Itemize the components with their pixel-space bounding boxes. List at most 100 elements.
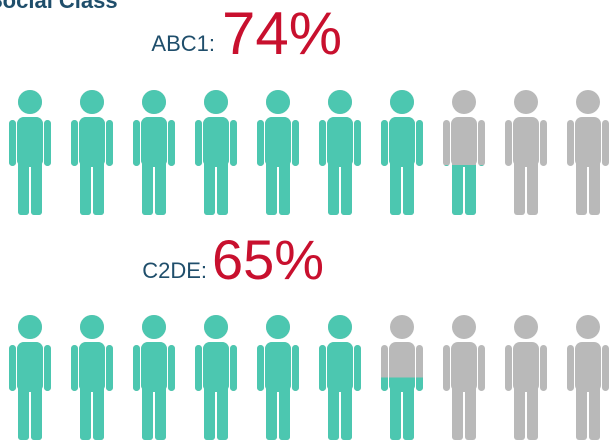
icon-head	[142, 90, 166, 114]
icon-leg	[93, 385, 104, 440]
icon-leg	[465, 385, 476, 440]
icon-torso	[513, 117, 539, 167]
icon-arm	[9, 120, 16, 166]
icon-leg	[31, 160, 42, 215]
icon-torso	[79, 342, 105, 392]
icon-leg	[514, 385, 525, 440]
icon-torso	[327, 117, 353, 167]
icon-leg	[279, 160, 290, 215]
icon-arm	[292, 120, 299, 166]
icon-torso	[17, 342, 43, 392]
icon-leg	[80, 160, 91, 215]
icon-leg	[527, 160, 538, 215]
icon-torso	[327, 342, 353, 392]
icon-arm	[443, 120, 450, 166]
icon-arm	[354, 120, 361, 166]
icon-arm	[195, 345, 202, 391]
icon-head	[142, 315, 166, 339]
icon-leg	[155, 385, 166, 440]
icon-arm	[505, 120, 512, 166]
icon-head	[18, 90, 42, 114]
icon-torso	[203, 342, 229, 392]
icon-torso	[17, 117, 43, 167]
icon-arm	[168, 345, 175, 391]
icon-torso	[513, 342, 539, 392]
icon-leg	[328, 160, 339, 215]
icon-torso	[451, 117, 477, 167]
icon-leg	[452, 385, 463, 440]
chart-title: Social Class	[0, 0, 118, 13]
icon-arm	[71, 120, 78, 166]
icon-leg	[390, 160, 401, 215]
icon-leg	[514, 160, 525, 215]
icon-arm	[9, 345, 16, 391]
icon-head	[266, 315, 290, 339]
icon-leg	[403, 160, 414, 215]
icon-arm	[567, 345, 574, 391]
icon-arm	[540, 345, 547, 391]
icon-torso	[203, 117, 229, 167]
icon-leg	[204, 160, 215, 215]
icon-leg	[403, 385, 414, 440]
icon-leg	[155, 160, 166, 215]
icon-leg	[576, 385, 587, 440]
icon-leg	[217, 385, 228, 440]
icon-arm	[292, 345, 299, 391]
icon-torso	[141, 342, 167, 392]
icon-leg	[266, 385, 277, 440]
icon-arm	[505, 345, 512, 391]
icon-head	[266, 90, 290, 114]
icon-head	[204, 315, 228, 339]
icon-arm	[168, 120, 175, 166]
icon-leg	[390, 385, 401, 440]
icon-head	[80, 90, 104, 114]
icon-leg	[576, 160, 587, 215]
icon-torso	[575, 342, 601, 392]
icon-leg	[341, 385, 352, 440]
icon-arm	[44, 120, 51, 166]
icon-leg	[452, 160, 463, 215]
icon-torso	[265, 117, 291, 167]
icon-arm	[381, 120, 388, 166]
icon-head	[514, 90, 538, 114]
icon-arm	[71, 345, 78, 391]
icon-arm	[602, 120, 609, 166]
icon-arm	[106, 345, 113, 391]
icon-leg	[18, 160, 29, 215]
icon-leg	[589, 160, 600, 215]
icon-head	[328, 90, 352, 114]
category-label: ABC1:	[151, 31, 215, 56]
icon-head	[452, 90, 476, 114]
icon-leg	[142, 385, 153, 440]
icon-arm	[230, 120, 237, 166]
value-label: 74%	[222, 0, 342, 67]
icon-torso	[389, 117, 415, 167]
icon-torso	[451, 342, 477, 392]
icon-arm	[257, 120, 264, 166]
icon-torso	[79, 117, 105, 167]
icon-leg	[527, 385, 538, 440]
icon-arm	[602, 345, 609, 391]
icon-arm	[106, 120, 113, 166]
icon-arm	[540, 120, 547, 166]
category-label: C2DE:	[142, 258, 207, 283]
icon-arm	[319, 120, 326, 166]
icon-leg	[18, 385, 29, 440]
value-label: 65%	[212, 228, 324, 291]
icon-arm	[44, 345, 51, 391]
icon-arm	[567, 120, 574, 166]
icon-head	[576, 90, 600, 114]
icon-arm	[230, 345, 237, 391]
icon-head	[204, 90, 228, 114]
icon-arm	[416, 120, 423, 166]
icon-head	[328, 315, 352, 339]
icon-arm	[319, 345, 326, 391]
icon-leg	[80, 385, 91, 440]
icon-leg	[31, 385, 42, 440]
icon-leg	[217, 160, 228, 215]
icon-leg	[204, 385, 215, 440]
icon-head	[452, 315, 476, 339]
icon-head	[80, 315, 104, 339]
icon-head	[390, 315, 414, 339]
